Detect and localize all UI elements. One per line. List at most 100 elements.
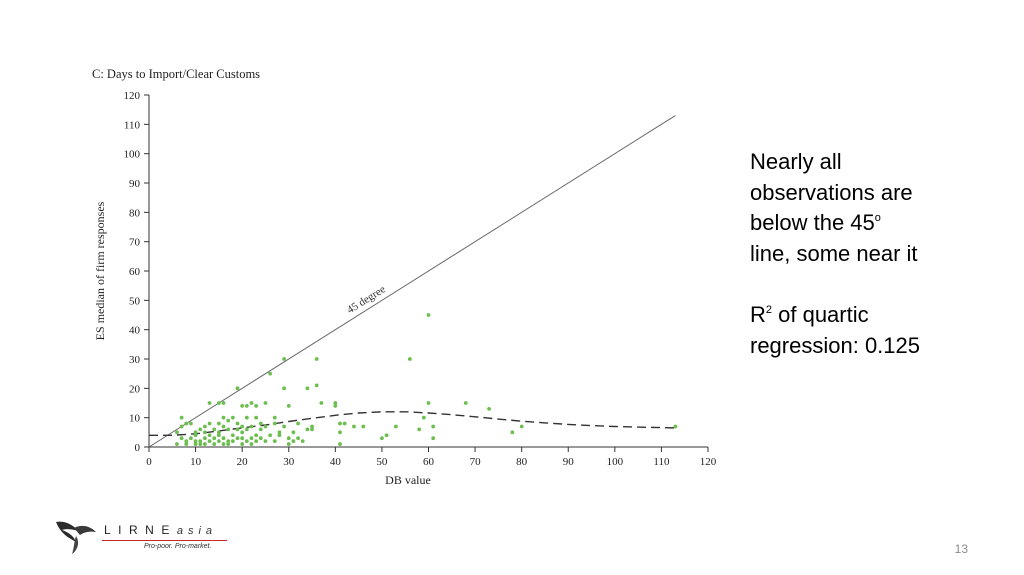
data-point xyxy=(310,424,314,429)
data-point xyxy=(249,436,254,441)
data-point xyxy=(333,401,338,405)
data-point xyxy=(258,427,263,432)
data-point xyxy=(272,421,277,426)
data-point xyxy=(184,421,189,426)
data-point xyxy=(249,401,254,405)
data-point xyxy=(189,421,193,426)
data-point xyxy=(431,436,436,441)
data-point xyxy=(235,421,240,426)
data-point xyxy=(333,404,338,408)
y-tick-label: 40 xyxy=(129,325,141,337)
data-point xyxy=(393,424,398,429)
data-point xyxy=(235,427,240,432)
data-point xyxy=(240,424,245,429)
x-tick-label: 10 xyxy=(190,456,202,468)
y-axis-ticks: 0 10 20 30 40 50 60 70 80 90 100 110 120 xyxy=(124,90,149,454)
y-tick-label: 80 xyxy=(129,207,141,219)
data-point xyxy=(230,439,235,444)
chart-title: C: Days to Import/Clear Customs xyxy=(92,67,260,81)
data-point xyxy=(175,430,179,435)
note-line-5: R2 of quartic xyxy=(750,300,1000,331)
data-point xyxy=(310,427,314,432)
data-point xyxy=(240,430,245,435)
data-point xyxy=(319,401,324,405)
data-point xyxy=(291,439,296,444)
data-point xyxy=(240,404,245,408)
data-point xyxy=(203,424,207,429)
logo-name: LIRNE xyxy=(104,523,177,537)
note-line-2: observations are xyxy=(750,179,913,205)
x-tick-label: 70 xyxy=(470,456,482,468)
x-tick-label: 20 xyxy=(237,456,249,468)
y-tick-label: 60 xyxy=(129,266,141,278)
data-point xyxy=(305,386,310,391)
note-r-symbol: R xyxy=(750,302,766,327)
note-line-1: Nearly all xyxy=(750,149,842,174)
squared-superscript: 2 xyxy=(765,304,773,316)
data-point xyxy=(338,430,342,435)
data-point xyxy=(184,439,189,444)
data-point xyxy=(244,439,249,444)
data-point xyxy=(254,433,259,438)
quartic-fit-line xyxy=(149,411,676,436)
data-point xyxy=(268,371,273,376)
data-point xyxy=(300,439,305,444)
data-point xyxy=(179,436,184,441)
data-point xyxy=(175,442,179,446)
data-point xyxy=(226,418,231,423)
data-point xyxy=(221,424,226,429)
data-point xyxy=(235,436,240,441)
data-point xyxy=(212,436,217,441)
data-point xyxy=(291,430,296,435)
y-tick-label: 10 xyxy=(129,413,141,425)
logo-tagline: Pro-poor. Pro-market. xyxy=(144,543,212,550)
x-tick-label: 60 xyxy=(423,456,435,468)
y-tick-label: 110 xyxy=(124,119,141,131)
x-tick-label: 80 xyxy=(516,456,528,468)
data-point xyxy=(263,424,268,429)
data-point xyxy=(282,386,286,391)
data-point xyxy=(198,442,203,446)
data-point xyxy=(212,442,217,446)
x-tick-label: 120 xyxy=(700,456,717,468)
data-point xyxy=(431,424,436,429)
x-tick-label: 50 xyxy=(376,456,388,468)
x-tick-label: 0 xyxy=(146,456,152,468)
data-point xyxy=(426,401,431,405)
data-point xyxy=(193,442,198,446)
data-point xyxy=(221,415,226,420)
data-point xyxy=(263,401,268,405)
data-point xyxy=(519,424,524,429)
data-point xyxy=(212,427,217,432)
data-point xyxy=(221,401,226,405)
data-point xyxy=(272,415,277,420)
data-point xyxy=(286,442,291,446)
data-point xyxy=(272,439,277,444)
data-point xyxy=(216,439,221,444)
data-point xyxy=(216,421,221,426)
note-line-3: below the 45o xyxy=(750,208,1000,239)
data-point xyxy=(384,433,389,438)
data-point xyxy=(421,415,426,420)
data-point xyxy=(198,439,203,444)
data-point xyxy=(216,433,221,438)
data-point xyxy=(314,357,319,361)
data-point xyxy=(207,433,212,438)
data-point xyxy=(417,427,422,432)
data-point xyxy=(193,430,198,435)
data-point xyxy=(407,357,412,361)
data-point xyxy=(263,439,268,444)
page-number: 13 xyxy=(954,542,968,556)
reference-line-label: 45 degree xyxy=(345,283,388,316)
y-tick-label: 70 xyxy=(129,237,141,249)
data-point xyxy=(179,424,184,429)
y-tick-label: 20 xyxy=(129,383,141,395)
note-line-5-text: of quartic xyxy=(772,302,869,327)
data-point xyxy=(216,430,221,435)
data-point xyxy=(286,404,291,408)
y-tick-label: 0 xyxy=(135,442,141,454)
y-tick-label: 30 xyxy=(129,354,141,366)
data-point xyxy=(268,433,273,438)
data-point xyxy=(487,406,491,411)
data-point xyxy=(207,421,212,426)
